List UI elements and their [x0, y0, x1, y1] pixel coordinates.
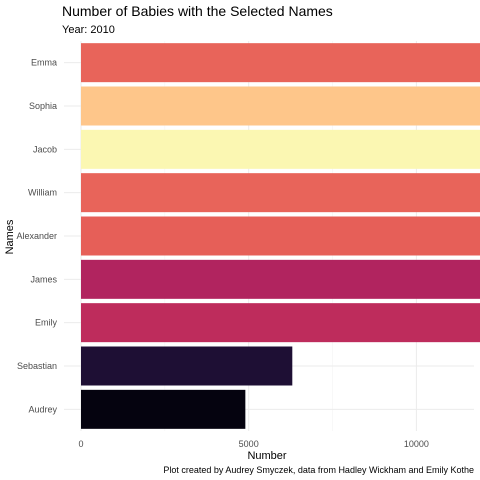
bar-sebastian — [81, 346, 293, 386]
y-tick-label: Jacob — [33, 144, 57, 154]
x-tick-label: 0 — [78, 439, 83, 449]
y-axis-title: Names — [4, 219, 16, 254]
bar-emma — [81, 43, 480, 83]
y-tick-label: Sebastian — [17, 361, 57, 371]
y-tick-label: Audrey — [28, 404, 57, 414]
x-tick-label: 10000 — [404, 439, 429, 449]
y-tick-label: Alexander — [16, 231, 57, 241]
chart-subtitle: Year: 2010 — [62, 24, 115, 36]
chart-caption: Plot created by Audrey Smyczek, data fro… — [163, 465, 474, 475]
bar-william — [81, 173, 480, 213]
bar-sophia — [81, 86, 480, 126]
bar-alexander — [81, 216, 480, 256]
y-tick-label: William — [28, 188, 57, 198]
bar-emily — [81, 303, 480, 343]
x-axis-title: Number — [247, 450, 286, 462]
x-tick-label: 5000 — [239, 439, 259, 449]
y-tick-label: Sophia — [29, 101, 57, 111]
y-tick-label: Emily — [35, 318, 57, 328]
bars — [81, 43, 480, 429]
bar-jacob — [81, 129, 480, 169]
x-tick-labels: 05000100001500020000 — [78, 439, 429, 449]
y-tick-label: James — [30, 274, 57, 284]
bar-james — [81, 259, 480, 299]
y-tick-label: Emma — [31, 58, 57, 68]
bar-audrey — [81, 389, 246, 429]
chart-title: Number of Babies with the Selected Names — [62, 3, 333, 19]
y-tick-labels: Emma Sophia Jacob William Alexander James Emil… — [16, 58, 57, 415]
